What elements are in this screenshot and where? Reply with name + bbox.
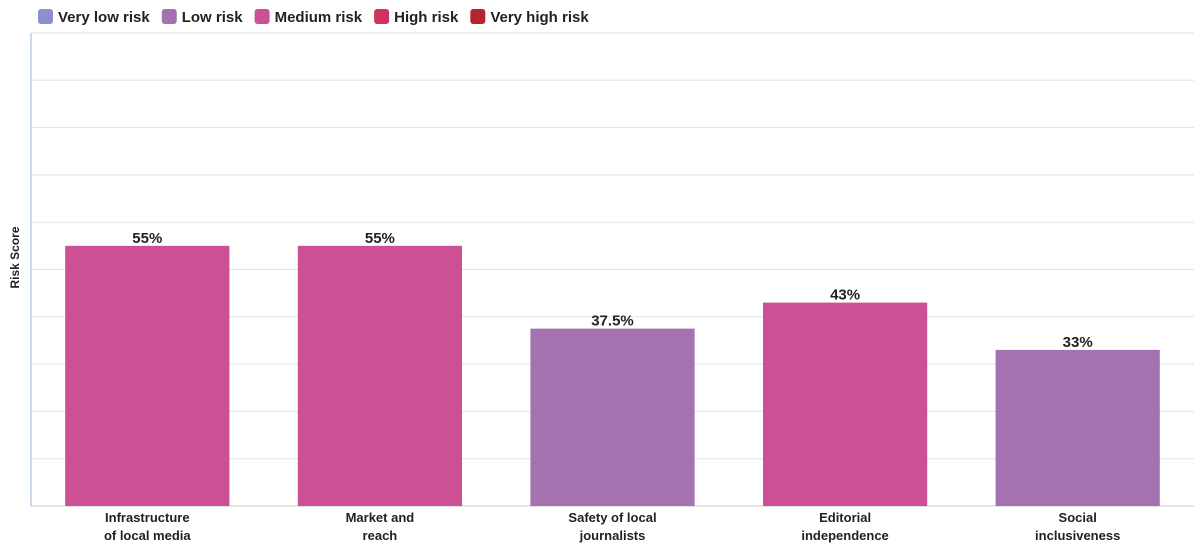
- x-tick-label: Infrastructure: [105, 510, 190, 525]
- value-labels: 55% 55% 37.5% 43% 33%: [132, 230, 1092, 351]
- legend-item: Low risk: [161, 9, 244, 26]
- value-label: 33%: [1063, 334, 1093, 351]
- value-label: 55%: [132, 230, 162, 247]
- x-tick-labels: Infrastructure of local media Market and re…: [104, 510, 1120, 543]
- legend-swatch: [470, 9, 486, 24]
- value-label: 43%: [830, 287, 860, 304]
- legend-label: Medium risk: [275, 9, 363, 26]
- legend-swatch: [254, 9, 270, 24]
- legend-swatch: [38, 9, 53, 24]
- x-tick-label: reach: [363, 528, 398, 543]
- value-label: 37.5%: [591, 313, 634, 330]
- legend: Very low risk Low risk Medium risk High ris…: [38, 9, 589, 26]
- bars: [65, 245, 1160, 506]
- legend-item: Very high risk: [470, 9, 589, 26]
- legend-swatch: [374, 9, 390, 24]
- value-label: 55%: [365, 230, 395, 247]
- legend-label: High risk: [394, 9, 459, 26]
- x-tick-label: inclusiveness: [1035, 528, 1120, 543]
- legend-item: High risk: [374, 9, 459, 26]
- x-tick-label: Market and: [346, 510, 415, 525]
- x-tick-label: journalists: [579, 528, 646, 543]
- x-tick-label: Social: [1059, 510, 1097, 525]
- legend-item: Medium risk: [254, 9, 363, 26]
- legend-label: Very low risk: [58, 9, 150, 26]
- bar: [995, 349, 1160, 506]
- legend-label: Very high risk: [490, 9, 589, 26]
- x-tick-label: of local media: [104, 528, 191, 543]
- x-tick-label: Safety of local: [568, 510, 656, 525]
- x-tick-label: Editorial: [819, 510, 871, 525]
- y-axis-title: Risk Score: [8, 226, 22, 288]
- bar: [530, 328, 695, 506]
- bar: [297, 245, 463, 506]
- x-tick-label: independence: [801, 528, 888, 543]
- legend-label: Low risk: [182, 9, 244, 26]
- bar: [762, 302, 928, 506]
- legend-item: Very low risk: [38, 9, 150, 26]
- legend-swatch: [161, 9, 177, 24]
- bar: [65, 245, 230, 506]
